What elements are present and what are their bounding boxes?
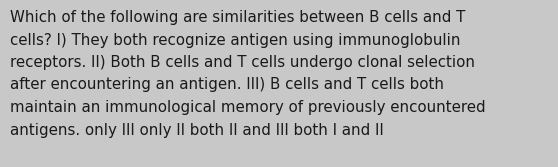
Text: receptors. II) Both B cells and T cells undergo clonal selection: receptors. II) Both B cells and T cells … xyxy=(10,55,475,70)
Text: maintain an immunological memory of previously encountered: maintain an immunological memory of prev… xyxy=(10,100,485,115)
Text: Which of the following are similarities between B cells and T: Which of the following are similarities … xyxy=(10,10,465,25)
Text: after encountering an antigen. III) B cells and T cells both: after encountering an antigen. III) B ce… xyxy=(10,77,444,93)
Text: cells? I) They both recognize antigen using immunoglobulin: cells? I) They both recognize antigen us… xyxy=(10,33,460,47)
Text: antigens. only III only II both II and III both I and II: antigens. only III only II both II and I… xyxy=(10,123,384,137)
